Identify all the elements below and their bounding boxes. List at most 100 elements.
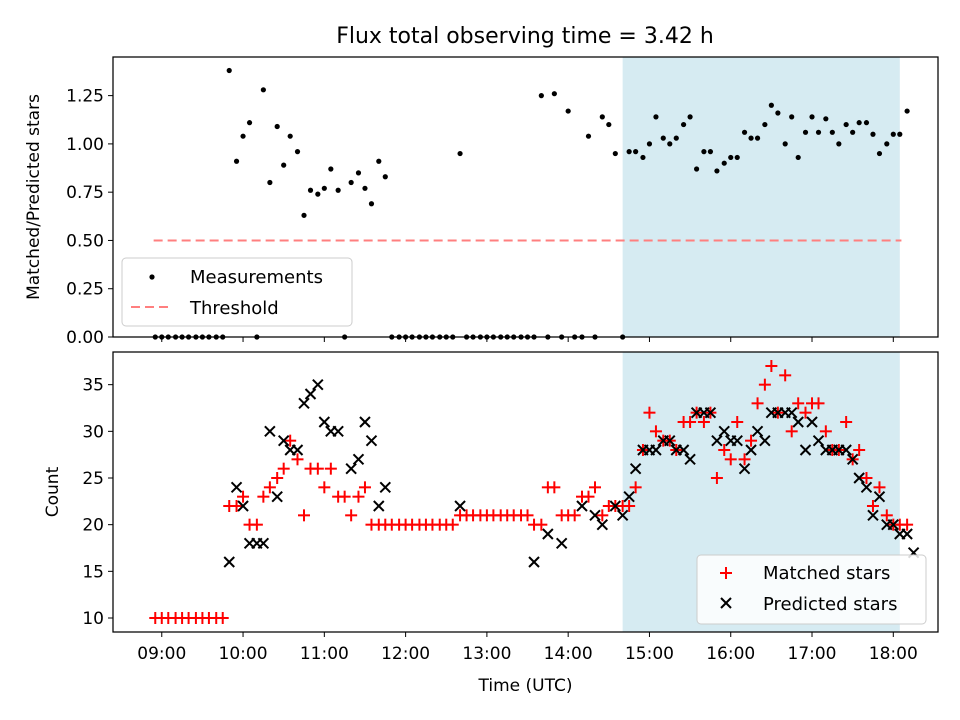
matched-star-point — [779, 369, 792, 382]
measurement-point — [274, 123, 280, 130]
predicted-star-point — [759, 434, 771, 447]
predicted-star-point — [806, 416, 818, 428]
matched-star-point — [873, 481, 886, 494]
predicted-star-point — [277, 434, 290, 447]
measurement-point — [721, 160, 727, 166]
matched-star-point — [860, 472, 873, 484]
matched-star-point — [358, 481, 371, 494]
matched-star-point — [291, 453, 304, 466]
matched-star-point — [738, 453, 751, 466]
measurement-point — [321, 185, 327, 191]
bottom-axes-frame — [112, 351, 939, 633]
matched-star-point — [596, 509, 609, 522]
predicted-star-point — [664, 434, 676, 447]
measurement-point — [843, 121, 849, 128]
measurement-point — [829, 129, 835, 135]
matched-star-point — [866, 500, 879, 512]
top-y-axis-label: Matched/Predicted stars — [24, 94, 44, 300]
measurement-point — [646, 141, 653, 147]
predicted-star-point — [887, 518, 900, 531]
measurement-point — [734, 154, 740, 161]
predicted-star-point — [264, 425, 276, 438]
measurement-point — [714, 168, 720, 174]
predicted-star-point — [684, 453, 696, 466]
measurement-point — [823, 116, 829, 122]
top-y-tick-label: 1.25 — [66, 87, 104, 107]
legend-matched-marker — [720, 567, 732, 579]
top-y-tick-label: 0.00 — [66, 328, 104, 348]
measurement-point — [728, 154, 734, 161]
matched-star-point — [446, 518, 459, 531]
matched-star-point — [623, 500, 636, 512]
predicted-star-point — [751, 425, 764, 438]
measurement-point — [802, 129, 809, 135]
measurement-point — [673, 135, 679, 141]
matched-star-point — [799, 406, 812, 419]
matched-star-point — [765, 360, 778, 372]
measurement-point — [693, 166, 700, 172]
measurement-point — [701, 149, 707, 155]
top-x-ticks — [161, 337, 894, 342]
legend-predicted-label: Predicted stars — [763, 594, 897, 615]
top-legend-box — [121, 257, 353, 327]
matched-star-point — [230, 500, 243, 512]
matched-star-point — [731, 416, 744, 428]
matched-star-point — [338, 490, 351, 503]
predicted-star-point — [304, 388, 317, 400]
predicted-star-point — [738, 462, 751, 475]
matched-star-point — [352, 490, 365, 503]
measurement-point — [775, 110, 781, 116]
matched-star-point — [629, 481, 642, 494]
matched-star-point — [237, 490, 250, 503]
matched-star-point — [588, 481, 601, 494]
measurement-point — [307, 187, 314, 193]
measurement-point — [768, 102, 774, 108]
predicted-star-point — [677, 444, 690, 456]
bottom-x-tick-label: 14:00 — [544, 644, 593, 664]
matched-star-point — [318, 481, 331, 494]
predicted-star-point — [853, 472, 865, 484]
measurement-point — [267, 179, 273, 186]
matched-star-point — [649, 425, 662, 438]
predicted-star-point — [379, 481, 391, 494]
bottom-x-tick-label: 09:00 — [137, 644, 186, 664]
measurement-point — [795, 154, 801, 161]
measurement-point — [551, 91, 557, 97]
matched-star-point — [718, 444, 731, 456]
predicted-star-point — [616, 509, 629, 522]
predicted-star-point — [840, 444, 852, 456]
predicted-star-point — [237, 500, 249, 512]
measurement-point — [890, 131, 896, 137]
measurement-point — [368, 201, 375, 207]
top-y-ticks: 0.00 0.25 0.50 0.75 1.00 1.25 — [66, 87, 113, 348]
predicted-star-point — [223, 556, 235, 568]
measurement-point — [565, 108, 571, 114]
top-y-tick-label: 0.50 — [66, 231, 104, 251]
matched-star-point — [758, 378, 771, 391]
matched-star-point — [311, 462, 324, 475]
measurement-point — [653, 114, 659, 120]
predicted-star-point — [846, 453, 859, 466]
measurement-point — [904, 108, 910, 114]
measurement-point — [287, 133, 293, 139]
measurement-point — [782, 141, 788, 147]
measurement-point — [226, 67, 232, 74]
matched-star-point — [819, 425, 832, 438]
matched-star-point — [548, 481, 561, 494]
bottom-x-tick-label: 13:00 — [462, 644, 511, 664]
measurement-point — [348, 179, 354, 186]
predicted-star-point — [373, 500, 385, 512]
matched-star-point — [684, 416, 697, 428]
measurement-point — [233, 158, 240, 164]
measurement-point — [640, 154, 646, 161]
measurement-point — [707, 149, 714, 155]
measurement-point — [294, 149, 301, 155]
matched-star-point — [521, 509, 534, 522]
bottom-x-tick-label: 18:00 — [869, 644, 918, 664]
top-y-tick-label: 0.75 — [66, 183, 104, 203]
bottom-legend-box — [696, 554, 927, 625]
measurement-point — [355, 170, 362, 176]
measurement-point — [626, 149, 632, 155]
predicted-star-point — [312, 378, 324, 391]
